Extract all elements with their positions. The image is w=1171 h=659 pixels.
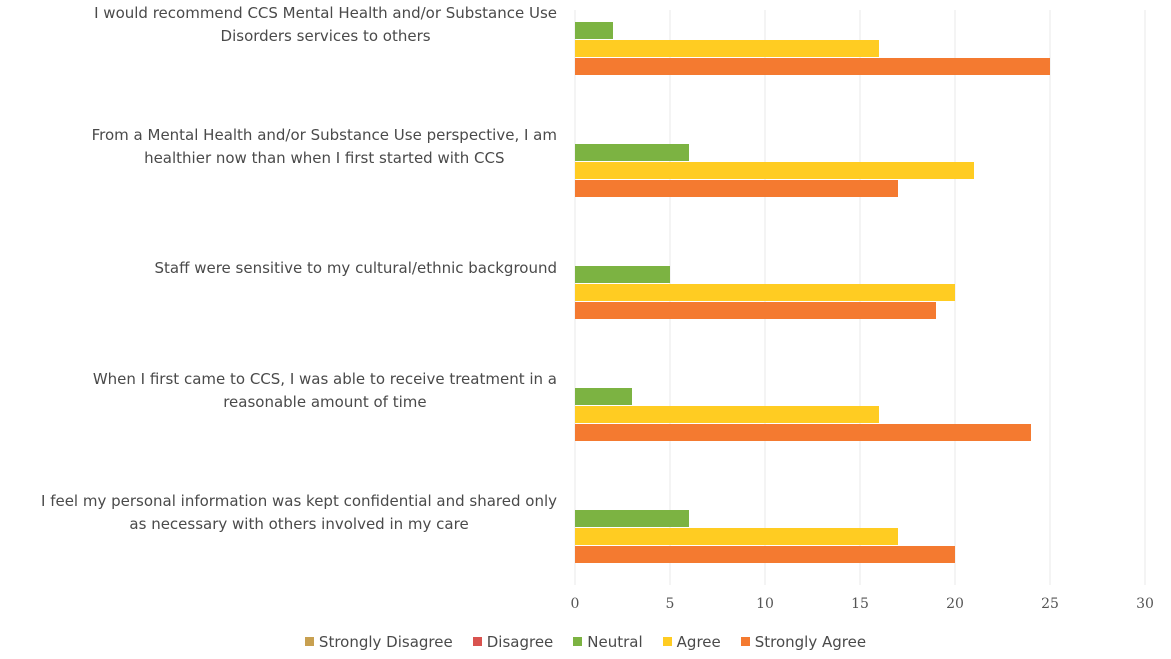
bar-agree xyxy=(575,406,879,423)
x-tick-label: 5 xyxy=(666,596,675,612)
legend-swatch xyxy=(304,637,314,646)
bar-agree xyxy=(575,162,974,179)
bar-neutral xyxy=(575,144,689,161)
category-label: From a Mental Health and/or Substance Us… xyxy=(92,126,557,144)
bar-neutral xyxy=(575,510,689,527)
legend-swatch xyxy=(740,637,750,646)
category-label: I feel my personal information was kept … xyxy=(41,492,557,510)
x-tick-label: 10 xyxy=(756,596,774,612)
category-label: reasonable amount of time xyxy=(223,393,426,411)
x-tick-label: 20 xyxy=(946,596,964,612)
bar-neutral xyxy=(575,388,632,405)
legend-label: Strongly Disagree xyxy=(318,633,453,651)
x-tick-label: 15 xyxy=(851,596,869,612)
legend-swatch xyxy=(662,637,672,646)
category-label: Staff were sensitive to my cultural/ethn… xyxy=(155,259,557,277)
legend-item: Neutral xyxy=(573,633,643,651)
legend-label: Neutral xyxy=(587,633,643,651)
legend-item: Strongly Disagree xyxy=(304,633,453,651)
bar-neutral xyxy=(575,266,670,283)
legend-swatch xyxy=(472,637,482,646)
chart-legend: Strongly Disagree Disagree Neutral Agree Str… xyxy=(0,633,1171,651)
x-tick-label: 0 xyxy=(571,596,580,612)
bar-agree xyxy=(575,528,898,545)
x-tick-label: 25 xyxy=(1041,596,1059,612)
bar-agree xyxy=(575,284,955,301)
legend-swatch xyxy=(573,637,583,646)
bar-strongly-agree xyxy=(575,180,898,197)
bar-neutral xyxy=(575,22,613,39)
legend-label: Agree xyxy=(676,633,721,651)
category-label: healthier now than when I first started … xyxy=(144,149,504,167)
legend-item: Strongly Agree xyxy=(740,633,867,651)
bar-agree xyxy=(575,40,879,57)
legend-item: Agree xyxy=(662,633,721,651)
bar-strongly-agree xyxy=(575,424,1031,441)
bar-strongly-agree xyxy=(575,58,1050,75)
category-label: as necessary with others involved in my … xyxy=(129,515,468,533)
category-label: When I first came to CCS, I was able to … xyxy=(93,370,557,388)
legend-label: Disagree xyxy=(486,633,554,651)
legend-item: Disagree xyxy=(472,633,554,651)
category-label: Disorders services to others xyxy=(221,27,431,45)
bar-chart: 0 5 10 15 20 25 30 I would recommend CCS Mental… xyxy=(41,4,1154,612)
legend-label: Strongly Agree xyxy=(754,633,867,651)
bar-strongly-agree xyxy=(575,546,955,563)
x-tick-label: 30 xyxy=(1136,596,1154,612)
bar-strongly-agree xyxy=(575,302,936,319)
category-label: I would recommend CCS Mental Health and/… xyxy=(94,4,557,22)
